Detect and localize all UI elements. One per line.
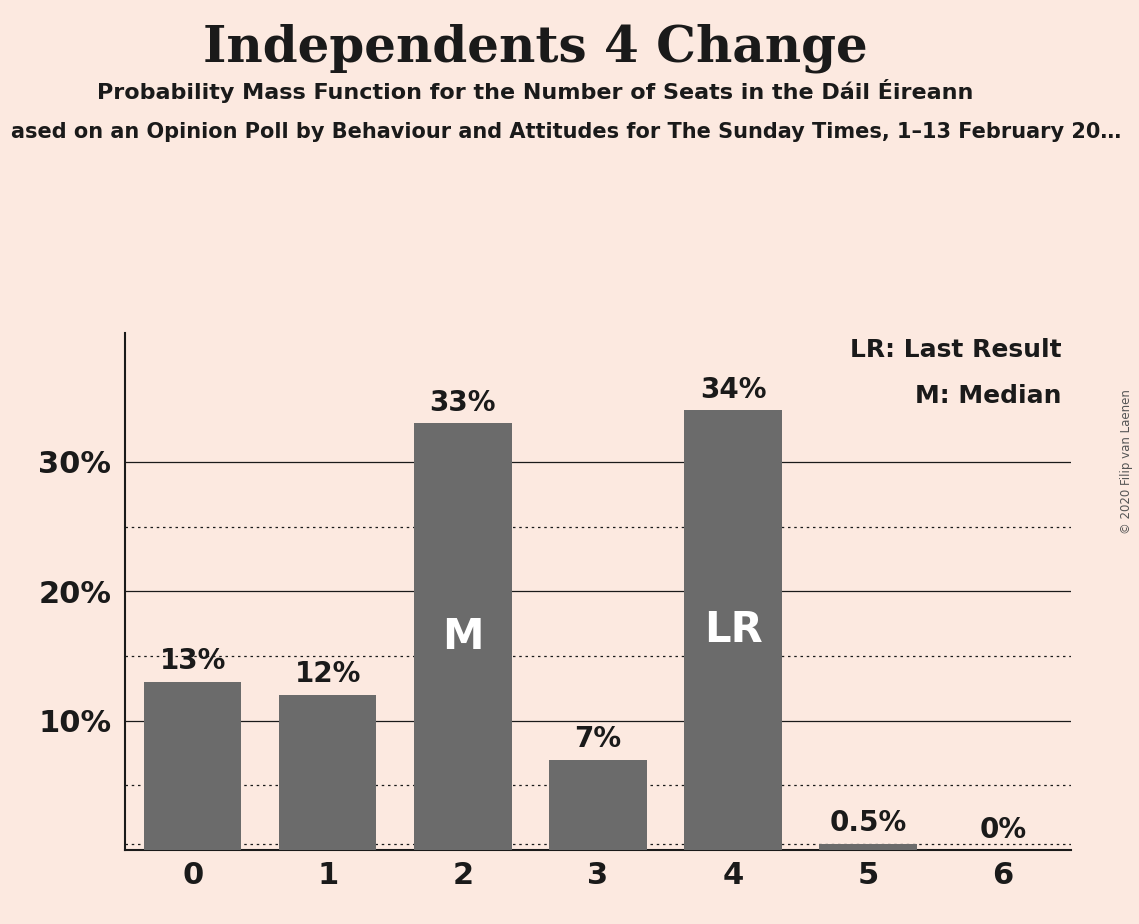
Bar: [549, 760, 647, 850]
Bar: [415, 423, 511, 850]
Text: LR: Last Result: LR: Last Result: [850, 338, 1062, 362]
Bar: [145, 682, 241, 850]
Bar: [819, 844, 917, 850]
Text: © 2020 Filip van Laenen: © 2020 Filip van Laenen: [1121, 390, 1133, 534]
Bar: [685, 410, 781, 850]
Text: 0%: 0%: [980, 816, 1026, 844]
Text: 12%: 12%: [295, 661, 361, 688]
Text: Independents 4 Change: Independents 4 Change: [203, 23, 868, 73]
Text: M: Median: M: Median: [915, 384, 1062, 408]
Text: 7%: 7%: [574, 725, 622, 753]
Text: 0.5%: 0.5%: [829, 809, 907, 837]
Text: 13%: 13%: [159, 648, 226, 675]
Text: 33%: 33%: [429, 389, 497, 417]
Text: M: M: [442, 615, 484, 658]
Text: Probability Mass Function for the Number of Seats in the Dáil Éireann: Probability Mass Function for the Number…: [97, 79, 974, 103]
Bar: [279, 695, 377, 850]
Text: LR: LR: [704, 609, 762, 651]
Text: ased on an Opinion Poll by Behaviour and Attitudes for The Sunday Times, 1–13 Fe: ased on an Opinion Poll by Behaviour and…: [11, 122, 1122, 142]
Text: 34%: 34%: [699, 376, 767, 404]
